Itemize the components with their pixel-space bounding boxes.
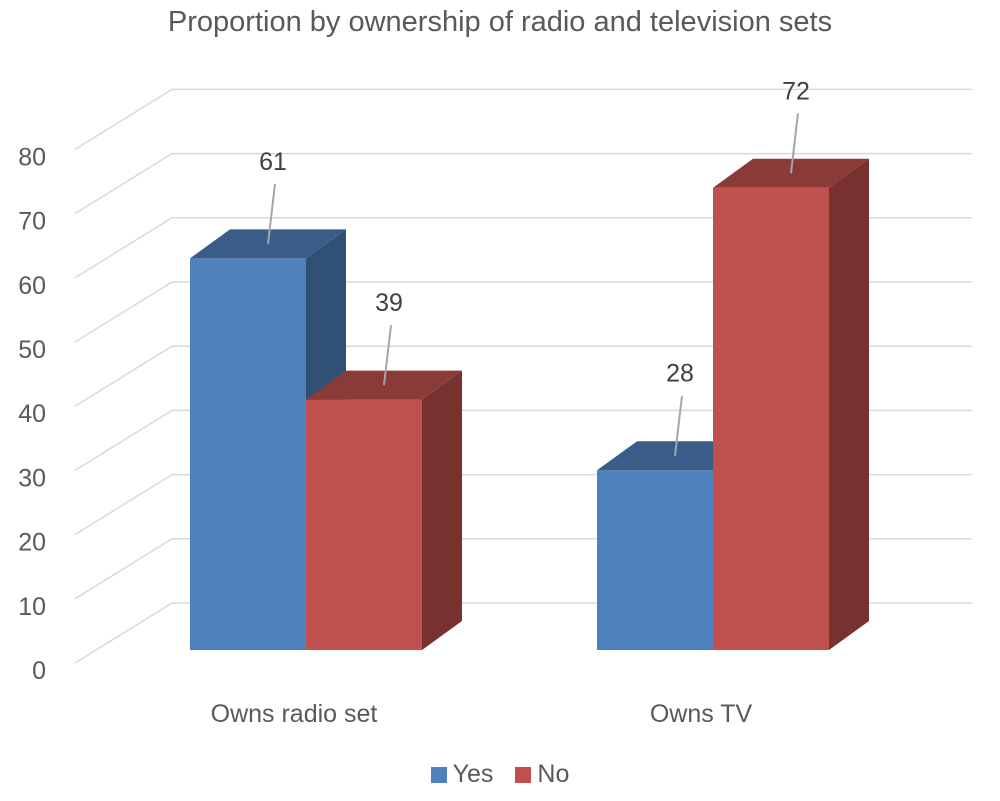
bar-no-front [306,399,422,650]
legend-label-no: No [537,760,570,788]
gridline-diagonal [74,88,173,151]
y-tick-label: 80 [18,143,46,171]
gridline-diagonal [74,281,173,343]
y-tick-label: 30 [18,464,46,492]
gridline-diagonal [74,538,173,600]
data-label: 39 [375,289,403,317]
y-tick-label: 10 [18,593,46,621]
data-label: 61 [259,148,287,176]
data-label-leader [383,325,392,386]
chart-title: Proportion by ownership of radio and tel… [167,6,833,38]
data-label: 28 [666,360,694,388]
x-tick-label: Owns radio set [211,700,378,728]
x-tick-label: Owns TV [650,700,753,728]
data-label-leader [267,183,276,244]
gridline-diagonal [74,345,173,407]
legend-item-no: No [515,760,569,789]
legend-label-yes: Yes [452,760,494,788]
gridline-diagonal [74,152,173,215]
data-label: 72 [782,77,810,105]
gridline-diagonal [74,217,173,279]
legend-item-yes: Yes [430,760,494,789]
legend: Yes No [0,760,1000,789]
bar-no-side [829,158,869,650]
y-tick-label: 20 [18,529,46,557]
legend-swatch-yes [430,766,447,783]
y-tick-label: 40 [18,400,46,428]
y-tick-label: 50 [18,336,46,364]
bar-no-side [422,370,462,650]
y-tick-label: 0 [32,657,46,685]
legend-swatch-no [515,766,532,783]
gridline-diagonal [74,602,173,664]
y-tick-label: 70 [18,208,46,236]
bar-yes-front [190,258,306,650]
bar-yes-front [597,470,713,650]
data-label-leader [790,113,799,174]
y-tick-label: 60 [18,272,46,300]
bar-no-front [713,187,829,650]
gridline-diagonal [74,409,173,472]
gridline-diagonal [74,473,173,536]
data-label-leader [674,395,683,456]
